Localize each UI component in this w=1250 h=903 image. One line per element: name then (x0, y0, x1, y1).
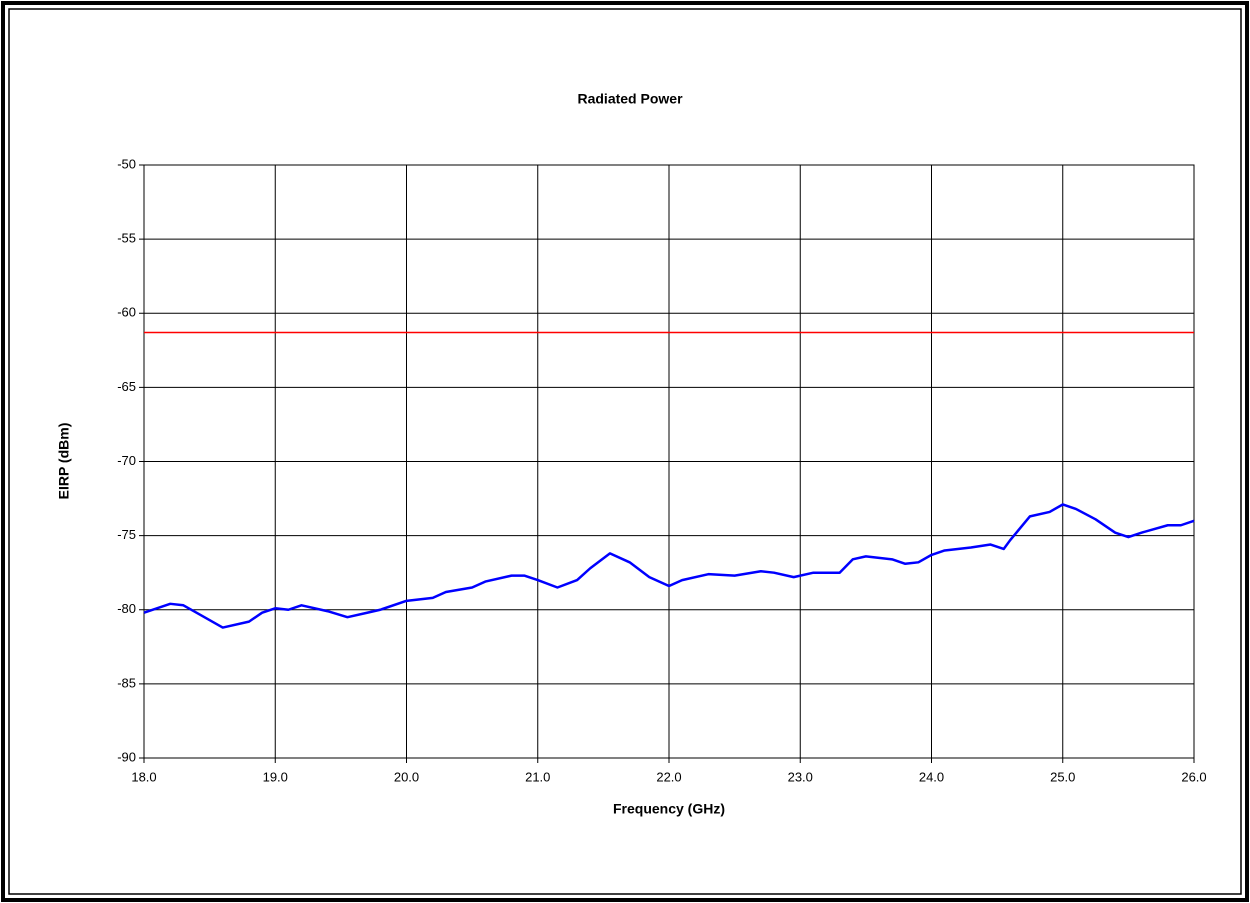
y-tick-label: -90 (117, 749, 136, 764)
x-tick-label: 26.0 (1181, 769, 1206, 784)
y-tick-label: -85 (117, 675, 136, 690)
y-tick-label: -55 (117, 231, 136, 246)
x-tick-label: 20.0 (394, 769, 419, 784)
x-tick-label: 18.0 (131, 769, 156, 784)
inner-frame (8, 8, 1242, 895)
y-axis-label: EIRP (dBm) (56, 423, 72, 500)
x-tick-label: 25.0 (1050, 769, 1075, 784)
chart-title: Radiated Power (577, 91, 683, 107)
y-tick-label: -50 (117, 156, 136, 171)
x-tick-label: 19.0 (263, 769, 288, 784)
x-axis-label: Frequency (GHz) (613, 801, 725, 817)
y-tick-label: -75 (117, 527, 136, 542)
y-tick-label: -70 (117, 453, 136, 468)
x-tick-label: 22.0 (656, 769, 681, 784)
x-tick-label: 23.0 (788, 769, 813, 784)
x-tick-label: 21.0 (525, 769, 550, 784)
x-tick-label: 24.0 (919, 769, 944, 784)
y-tick-label: -60 (117, 305, 136, 320)
y-tick-label: -80 (117, 601, 136, 616)
plot-border (143, 164, 1195, 759)
y-tick-label: -65 (117, 379, 136, 394)
data-line (143, 503, 1195, 629)
